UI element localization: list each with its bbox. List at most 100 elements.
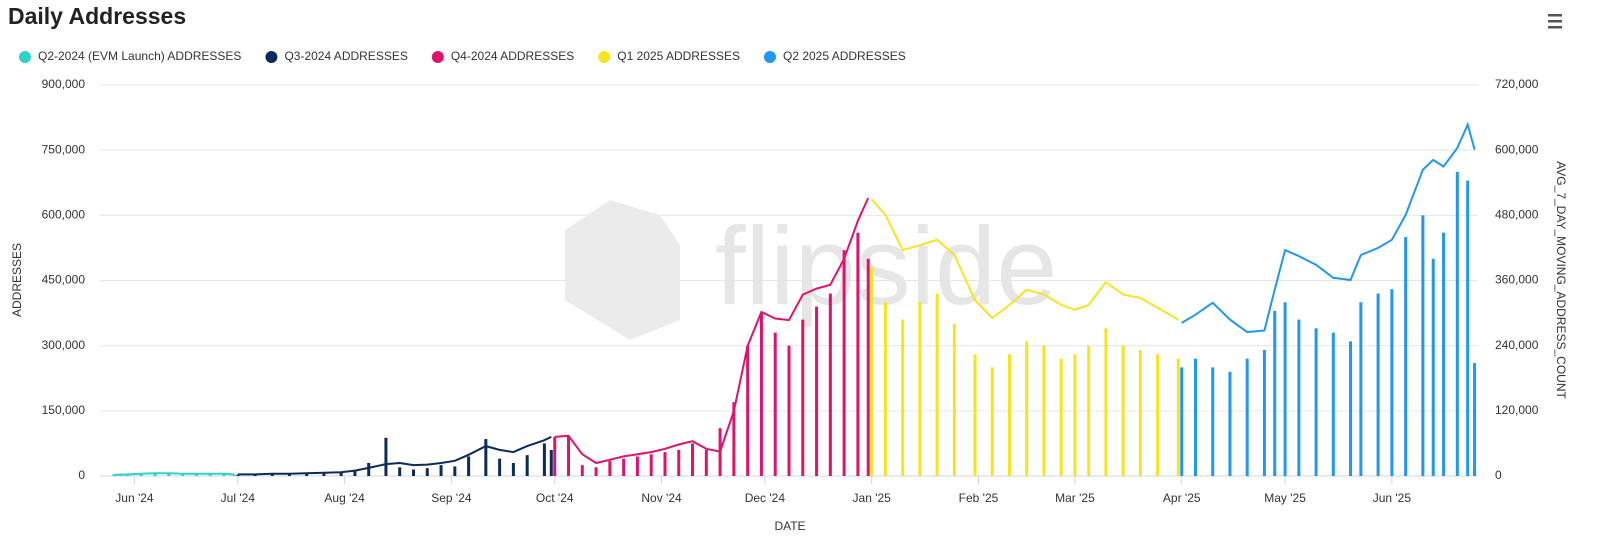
bar: [270, 474, 274, 476]
bar: [622, 458, 626, 476]
bar: [1104, 328, 1108, 476]
bar: [935, 293, 939, 476]
bar: [1349, 341, 1353, 476]
legend-marker: [431, 51, 444, 63]
bar: [353, 470, 357, 476]
bar: [732, 402, 736, 476]
bar: [1194, 358, 1198, 476]
legend-marker: [763, 51, 776, 63]
bar: [1331, 332, 1335, 476]
y-tick-label: 0: [78, 468, 85, 482]
watermark-logo: [565, 200, 680, 340]
legend-item[interactable]: Q3-2024 ADDRESSES: [265, 49, 408, 63]
legend-item[interactable]: Q2 2025 ADDRESSES: [763, 49, 906, 63]
x-tick-label: May '25: [1264, 491, 1306, 505]
bar: [842, 250, 846, 476]
bar: [525, 455, 529, 476]
bar: [1421, 215, 1425, 477]
bar: [1283, 302, 1287, 476]
x-tick-label: Jun '25: [1373, 491, 1412, 505]
x-tick-label: Feb '25: [959, 491, 999, 505]
bar: [704, 449, 708, 476]
bar: [1007, 354, 1011, 476]
bar: [787, 345, 791, 476]
avg-line: [554, 197, 870, 465]
bar: [542, 443, 546, 476]
menu-bar: [1548, 14, 1562, 17]
bar: [973, 354, 977, 476]
bar: [153, 473, 157, 476]
y2-tick-label: 240,000: [1495, 338, 1539, 352]
legend-marker: [19, 51, 31, 63]
bar: [287, 473, 291, 476]
bar: [398, 467, 402, 476]
legend-item[interactable]: Q4-2024 ADDRESSES: [431, 49, 574, 63]
legend-label: Q3-2024 ADDRESSES: [284, 49, 407, 63]
x-tick-label: Apr '25: [1163, 491, 1201, 505]
bar: [498, 458, 502, 476]
x-tick-label: Nov '24: [641, 491, 682, 505]
bar: [1455, 171, 1459, 476]
bar: [453, 466, 457, 476]
bar: [1262, 350, 1266, 476]
y2-tick-label: 480,000: [1495, 208, 1539, 222]
bar: [411, 469, 415, 476]
bar: [194, 473, 198, 476]
x-tick-label: Dec '24: [745, 491, 786, 505]
bar: [1390, 289, 1394, 476]
avg-line: [1181, 121, 1476, 334]
bar: [208, 474, 212, 476]
bar: [222, 474, 226, 476]
bar: [608, 460, 612, 476]
bar: [1376, 293, 1380, 476]
bar: [870, 267, 874, 476]
legend-label: Q4-2024 ADDRESSES: [451, 49, 574, 63]
series: [236, 435, 553, 476]
chart-title: Daily Addresses: [8, 3, 186, 29]
x-tick-label: Jan '25: [853, 491, 892, 505]
avg-line: [237, 435, 552, 476]
bar: [677, 449, 681, 476]
x-tick-label: Oct '24: [536, 491, 574, 505]
x-tick-label: Mar '25: [1055, 491, 1095, 505]
bar: [1176, 358, 1180, 476]
bar: [1121, 345, 1125, 476]
bar: [1442, 232, 1446, 476]
bar: [1245, 358, 1249, 476]
legend-label: Q2 2025 ADDRESSES: [783, 49, 906, 63]
series: [112, 472, 236, 476]
bar: [553, 436, 557, 476]
avg-line: [113, 472, 235, 476]
menu-icon[interactable]: [1548, 14, 1562, 29]
bar: [828, 293, 832, 476]
y-tick-label: 150,000: [42, 403, 86, 417]
bar: [990, 367, 994, 476]
y-axis-title: ADDRESSES: [10, 243, 24, 317]
bar: [866, 258, 870, 476]
y2-tick-label: 600,000: [1495, 142, 1539, 156]
bar: [773, 332, 777, 476]
legend-item[interactable]: Q1 2025 ADDRESSES: [598, 49, 740, 63]
series: [870, 198, 1180, 476]
bar: [1314, 328, 1318, 476]
y2-tick-label: 720,000: [1495, 77, 1539, 91]
y-tick-label: 900,000: [42, 77, 86, 91]
bar: [580, 465, 584, 476]
bar: [112, 474, 116, 476]
legend-item[interactable]: Q2-2024 (EVM Launch) ADDRESSES: [19, 49, 241, 63]
legend-label: Q2-2024 (EVM Launch) ADDRESSES: [38, 49, 241, 63]
x-axis-title: DATE: [774, 519, 805, 533]
bar: [649, 454, 653, 476]
y2-tick-label: 120,000: [1495, 403, 1539, 417]
y-tick-label: 300,000: [42, 338, 86, 352]
bar: [1025, 341, 1029, 476]
x-tick-label: Sep '24: [431, 491, 472, 505]
bar: [1059, 358, 1063, 476]
bar: [322, 472, 326, 476]
bar: [759, 313, 763, 476]
legend-marker: [265, 51, 278, 63]
menu-bar: [1548, 26, 1562, 29]
bar: [801, 319, 805, 476]
bar: [856, 232, 860, 476]
